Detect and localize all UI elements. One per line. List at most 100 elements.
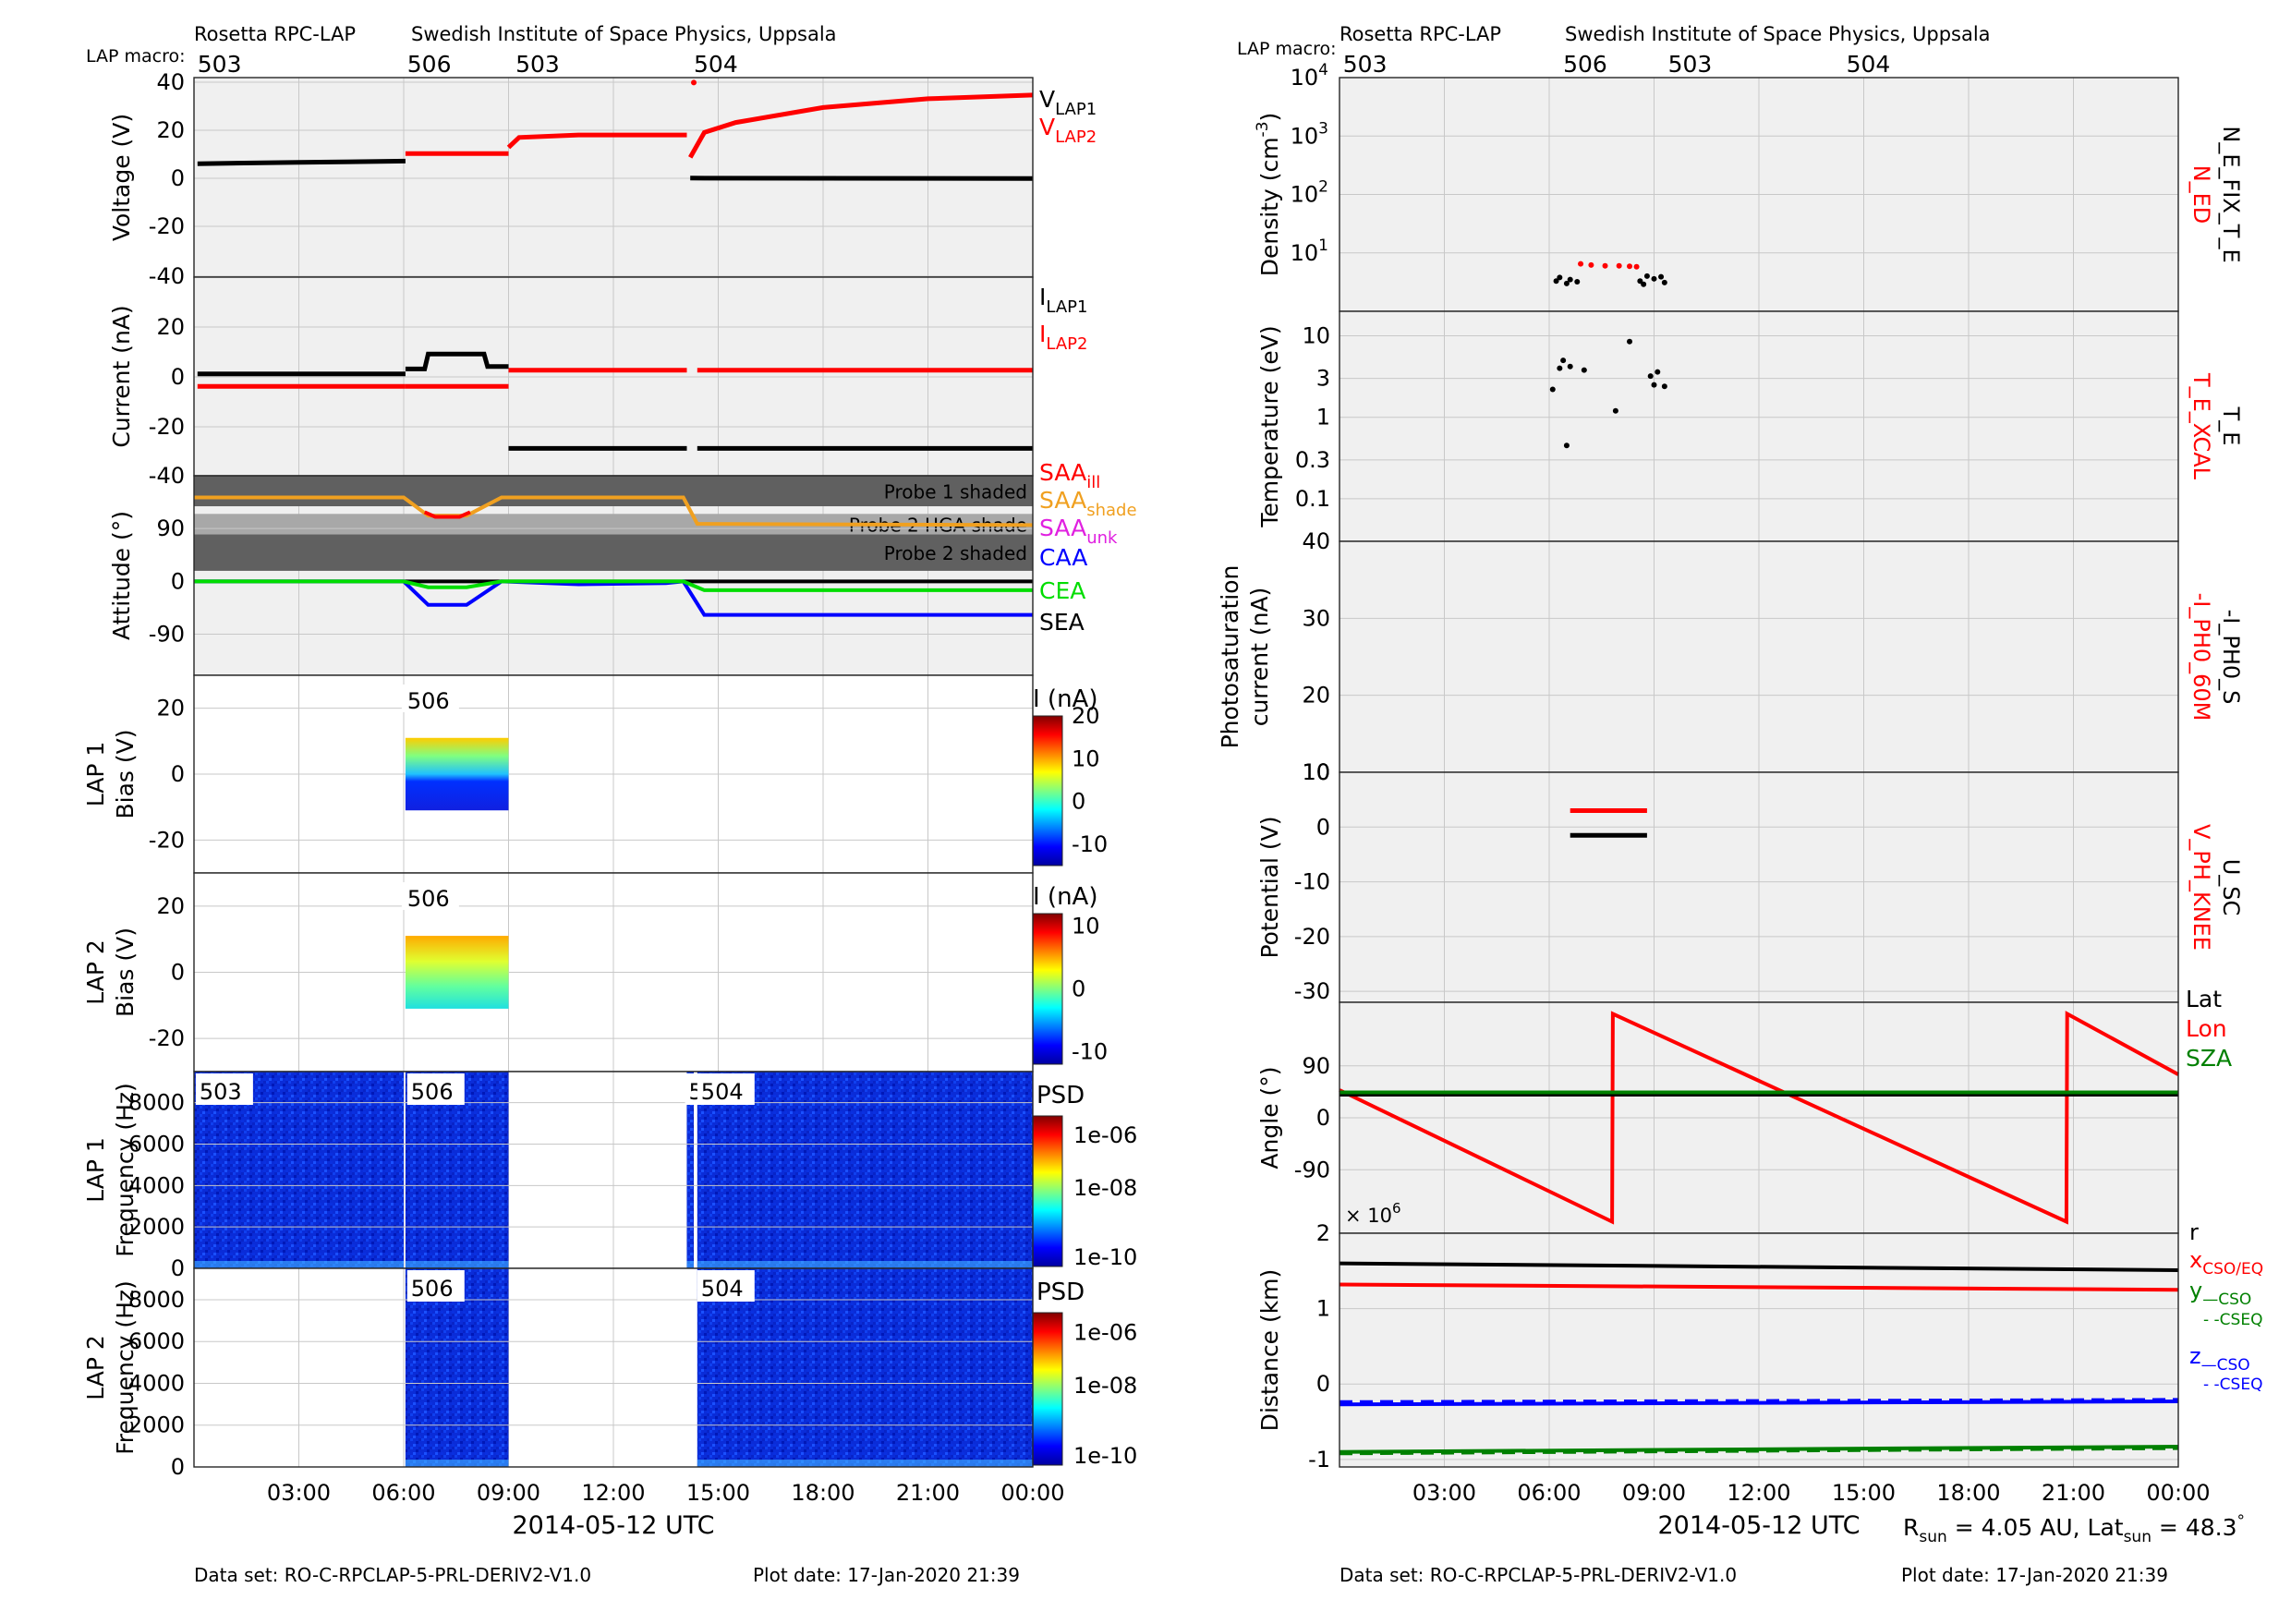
y-tick-label: 10 (1302, 759, 1330, 785)
legend-name: x (2189, 1247, 2202, 1273)
x-tick-label: 18:00 (1936, 1480, 2000, 1506)
y-tick-label: 4000 (128, 1370, 185, 1396)
legend-name: V (1039, 86, 1055, 113)
macro-number: 506 (407, 51, 452, 78)
y-axis-label: Density (cm-3) (1254, 113, 1283, 277)
data-point (1574, 279, 1581, 285)
legend-subscript: LAP1 (1046, 297, 1087, 317)
series-line (506, 132, 687, 150)
colorbar-tick-label: 1e-08 (1073, 1175, 1137, 1201)
y-tick-label: 20 (156, 314, 185, 340)
plot-date-label: Plot date: 17-Jan-2020 21:39 (1901, 1564, 2168, 1586)
legend-name: SAA (1039, 515, 1086, 541)
macro-tag-box (401, 882, 459, 910)
header-left-title: Rosetta RPC-LAP (194, 23, 356, 45)
legend-name: z (2189, 1343, 2201, 1369)
y-tick-label: -20 (149, 1025, 185, 1051)
legend-name: SAA (1039, 487, 1086, 514)
legend-subscript: - -CSEQ (2203, 1311, 2262, 1329)
y-tick-label: 1 (1316, 405, 1330, 430)
data-point (1612, 407, 1618, 414)
y-tick-base: 10 (1291, 240, 1319, 266)
y-tick-label: 4000 (128, 1172, 185, 1198)
sun-distance-label: Rsun = 4.05 AU, Latsun = 48.3° (1903, 1512, 2245, 1546)
y-axis-label: Potential (V) (1256, 816, 1283, 958)
y-tick-label: 103 (1291, 119, 1328, 149)
y-tick-label: 2000 (128, 1214, 185, 1240)
series-line (194, 579, 1033, 592)
y-tick-label: 10 (1302, 323, 1330, 349)
y-axis-label: LAP 1 (82, 1137, 109, 1203)
colorbar (1032, 1312, 1063, 1466)
x-tick-label: 12:00 (581, 1480, 645, 1506)
data-point (1661, 383, 1667, 390)
y-tick-label: 101 (1291, 236, 1328, 266)
y-axis-label: Current (nA) (108, 305, 135, 447)
spectrogram-low-band (697, 1460, 1033, 1467)
y-tick-label: -40 (149, 463, 185, 489)
data-point (1563, 280, 1570, 286)
y-tick-label: 10 (1302, 759, 1330, 785)
data-point (1633, 263, 1640, 270)
side-label: N_E_FIX_T_E (2218, 126, 2244, 262)
y-tick-label: 1 (1316, 1296, 1330, 1322)
y-tick-label: 40 (156, 69, 185, 95)
colorbar-title: PSD (1036, 1279, 1085, 1306)
macro-tag: 506 (411, 1276, 454, 1302)
colorbar-tick-label: 1e-08 (1073, 1373, 1137, 1399)
y-axis-label: LAP 2 (82, 1335, 109, 1400)
data-point (1567, 363, 1573, 370)
y-tick-label: 8000 (128, 1287, 185, 1313)
y-tick-label: 0 (171, 1255, 185, 1281)
colorbar-tick-label: -10 (1072, 1038, 1108, 1064)
header-right-title: Swedish Institute of Space Physics, Upps… (411, 23, 837, 45)
x-tick-label: 15:00 (1832, 1480, 1896, 1506)
series-line (423, 510, 471, 519)
macro-tag-box (406, 1073, 465, 1105)
y-tick-label: 20 (1302, 683, 1330, 709)
macro-number: 503 (515, 51, 560, 78)
data-point (1578, 261, 1584, 267)
legend-subscript: LAP2 (1046, 334, 1087, 354)
legend-name: Lat (2186, 986, 2222, 1012)
colorbar-tick-label: 20 (1072, 703, 1100, 729)
legend-entry: xCSO/EQ (2189, 1247, 2263, 1279)
y-tick-label: 0 (1316, 1105, 1330, 1131)
legend-entry: r (2189, 1219, 2199, 1245)
legend-name: SEA (1039, 609, 1085, 636)
rsun-base: R (1903, 1514, 1919, 1541)
bias-sweep-map (405, 737, 509, 811)
legend-entry: VLAP2 (1039, 114, 1097, 147)
legend-entry: z—CSO (2189, 1343, 2250, 1375)
y-tick-label: 6000 (128, 1131, 185, 1157)
colorbar-title: I (nA) (1033, 883, 1097, 911)
y-tick-label: 2000 (128, 1412, 185, 1438)
side-label: T_E (2218, 406, 2244, 446)
y-axis-label: Temperature (eV) (1256, 325, 1283, 527)
data-point (1616, 262, 1622, 269)
legend-name: SAA (1039, 459, 1086, 486)
legend-entry: Lat (2186, 986, 2222, 1012)
spectrogram-low-band (686, 1261, 695, 1268)
legend-name: r (2189, 1219, 2199, 1245)
y-tick-label: 8000 (128, 1090, 185, 1116)
colorbar-tick-label: 10 (1072, 914, 1100, 939)
macro-tag: 504 (701, 1276, 744, 1302)
spectrogram-low-band (697, 1261, 1033, 1268)
series-line (194, 495, 1034, 527)
macro-tag: 506 (407, 886, 450, 912)
y-tick-label: -20 (149, 213, 185, 239)
spectrogram-low-band (405, 1261, 509, 1268)
legend-subscript: ill (1086, 473, 1100, 492)
macro-tag-box (195, 1073, 253, 1105)
data-point (1563, 442, 1570, 449)
data-point (1641, 281, 1647, 287)
y-tick-label: -20 (1294, 924, 1330, 950)
x-tick-label: 15:00 (686, 1480, 750, 1506)
y-axis-label: LAP 2 (82, 939, 109, 1005)
series-line (1339, 1282, 2179, 1292)
y-axis-label: Frequency (Hz) (112, 1083, 139, 1257)
spectrogram-low-band (194, 1261, 404, 1268)
data-point (1643, 273, 1650, 279)
y-tick-label: 0 (171, 761, 185, 787)
